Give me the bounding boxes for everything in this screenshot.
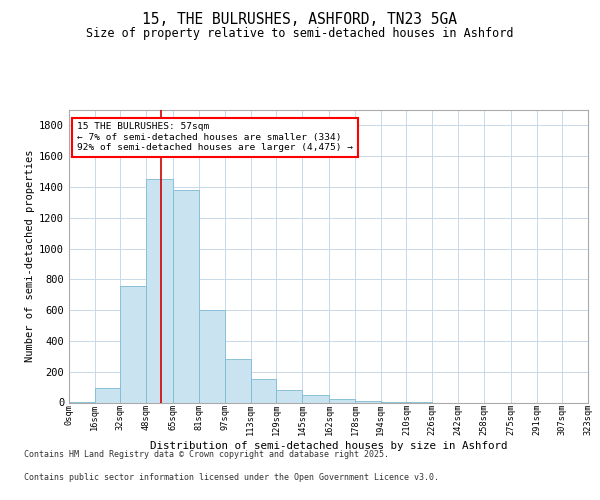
Bar (199, 310, 225, 402)
Bar (225, 360, 251, 403)
Text: Contains public sector information licensed under the Open Government Licence v3: Contains public sector information licen… (24, 472, 439, 482)
Bar (329, 398, 355, 402)
Text: 15 THE BULRUSHES: 57sqm
← 7% of semi-detached houses are smaller (334)
92% of se: 15 THE BULRUSHES: 57sqm ← 7% of semi-det… (77, 122, 353, 152)
Bar (276, 390, 302, 402)
Bar (146, 180, 173, 402)
Bar (173, 190, 199, 402)
X-axis label: Distribution of semi-detached houses by size in Ashford: Distribution of semi-detached houses by … (150, 441, 507, 451)
Text: 15, THE BULRUSHES, ASHFORD, TN23 5GA: 15, THE BULRUSHES, ASHFORD, TN23 5GA (143, 12, 458, 28)
Bar (302, 395, 329, 402)
Text: Size of property relative to semi-detached houses in Ashford: Size of property relative to semi-detach… (86, 28, 514, 40)
Text: Contains HM Land Registry data © Crown copyright and database right 2025.: Contains HM Land Registry data © Crown c… (24, 450, 389, 459)
Y-axis label: Number of semi-detached properties: Number of semi-detached properties (25, 150, 35, 362)
Bar (121, 286, 146, 403)
Bar (251, 380, 276, 402)
Bar (95, 388, 121, 402)
